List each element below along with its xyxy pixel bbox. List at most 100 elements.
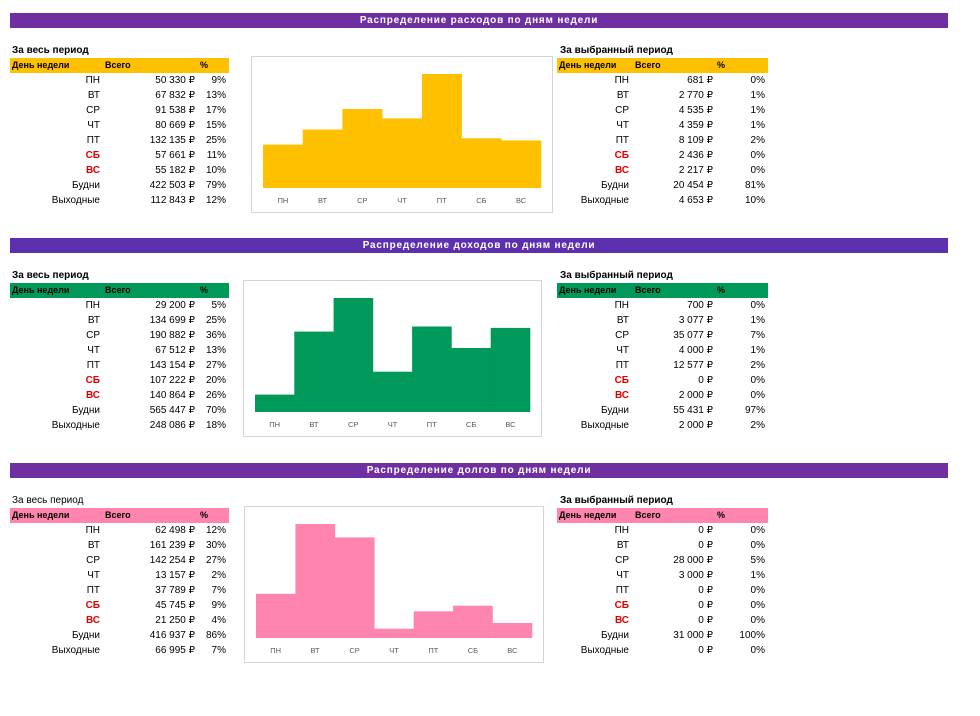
row-day: ПТ: [615, 585, 629, 596]
row-total: 91 538 ₽: [155, 105, 195, 116]
row-pct: 100%: [739, 630, 765, 641]
row-pct: 2%: [750, 360, 765, 371]
table-row: ПН 681 ₽ 0%: [557, 73, 768, 88]
row-pct: 1%: [750, 120, 765, 131]
row-total: 31 000 ₽: [673, 630, 713, 641]
header-day: День недели: [12, 60, 70, 70]
row-total: 107 222 ₽: [149, 375, 195, 386]
expense-selected-table: ПН 681 ₽ 0% ВТ 2 770 ₽ 1% СР 4 535 ₽ 1% ЧТ 4 359 ₽…: [557, 73, 768, 208]
header-total: Всего: [635, 60, 661, 70]
row-total: 57 661 ₽: [155, 150, 195, 161]
row-day: Выходные: [580, 645, 629, 656]
row-total: 2 000 ₽: [678, 420, 713, 431]
header-day: День недели: [12, 285, 70, 295]
bar-2: [342, 109, 383, 188]
row-total: 3 077 ₽: [678, 315, 713, 326]
row-pct: 5%: [750, 555, 765, 566]
row-total: 62 498 ₽: [155, 525, 195, 536]
table-row: Будни 416 937 ₽ 86%: [10, 628, 229, 643]
x-tick-label: ВТ: [318, 196, 328, 205]
bar-6: [492, 623, 533, 638]
table-row: СБ 57 661 ₽ 11%: [10, 148, 229, 163]
table-row: Выходные 112 843 ₽ 12%: [10, 193, 229, 208]
row-day: СБ: [614, 150, 629, 161]
table-row: ВС 0 ₽ 0%: [557, 613, 768, 628]
row-total: 28 000 ₽: [673, 555, 713, 566]
row-day: СБ: [85, 600, 100, 611]
row-total: 0 ₽: [698, 645, 713, 656]
row-day: Будни: [72, 180, 100, 191]
row-pct: 0%: [750, 390, 765, 401]
row-day: СР: [86, 330, 100, 341]
row-pct: 15%: [205, 120, 226, 131]
x-tick-label: ЧТ: [397, 196, 407, 205]
table-row: ПН 50 330 ₽ 9%: [10, 73, 229, 88]
row-day: СР: [86, 105, 100, 116]
row-total: 20 454 ₽: [673, 180, 713, 191]
table-row: ЧТ 13 157 ₽ 2%: [10, 568, 229, 583]
row-pct: 26%: [205, 390, 226, 401]
bar-3: [372, 371, 413, 412]
row-pct: 18%: [205, 420, 226, 431]
row-day: СР: [86, 555, 100, 566]
row-total: 80 669 ₽: [155, 120, 195, 131]
row-day: ПТ: [615, 360, 629, 371]
row-pct: 13%: [205, 90, 226, 101]
bar-1: [295, 524, 336, 638]
row-day: СР: [615, 555, 629, 566]
row-pct: 1%: [750, 315, 765, 326]
row-day: Будни: [601, 180, 629, 191]
x-tick-label: ПН: [270, 646, 281, 655]
row-pct: 0%: [750, 375, 765, 386]
row-total: 4 535 ₽: [678, 105, 713, 116]
table-row: СР 142 254 ₽ 27%: [10, 553, 229, 568]
row-total: 142 254 ₽: [149, 555, 195, 566]
bar-2: [334, 537, 375, 638]
row-day: СР: [615, 105, 629, 116]
income-section-banner: Распределение доходов по дням недели: [10, 238, 948, 253]
header-pct: %: [717, 60, 726, 70]
table-row: ВТ 134 699 ₽ 25%: [10, 313, 229, 328]
row-pct: 0%: [750, 165, 765, 176]
table-row: ПТ 37 789 ₽ 7%: [10, 583, 229, 598]
row-pct: 10%: [744, 195, 765, 206]
table-row: СР 28 000 ₽ 5%: [557, 553, 768, 568]
table-row: ПТ 8 109 ₽ 2%: [557, 133, 768, 148]
x-tick-label: СБ: [466, 420, 476, 429]
table-row: ПН 700 ₽ 0%: [557, 298, 768, 313]
table-row: ВС 140 864 ₽ 26%: [10, 388, 229, 403]
table-row: Выходные 66 995 ₽ 7%: [10, 643, 229, 658]
row-day: ЧТ: [87, 120, 100, 131]
header-total: Всего: [635, 510, 661, 520]
row-day: СБ: [614, 600, 629, 611]
income-selected-table-header: День недели Всего %: [557, 283, 768, 298]
row-total: 681 ₽: [687, 75, 713, 86]
row-total: 0 ₽: [698, 525, 713, 536]
row-total: 134 699 ₽: [149, 315, 195, 326]
table-row: СБ 107 222 ₽ 20%: [10, 373, 229, 388]
row-total: 2 000 ₽: [678, 390, 713, 401]
row-pct: 1%: [750, 90, 765, 101]
header-total: Всего: [105, 285, 131, 295]
debt-selected-period-label: За выбранный период: [560, 495, 673, 506]
row-pct: 0%: [750, 615, 765, 626]
x-tick-label: ПН: [277, 196, 288, 205]
expense-chart: ПН ВТ СР ЧТ ПТ СБ ВС: [251, 56, 553, 213]
row-day: ЧТ: [87, 570, 100, 581]
row-total: 12 577 ₽: [673, 360, 713, 371]
table-row: Будни 31 000 ₽ 100%: [557, 628, 768, 643]
row-day: ВС: [614, 390, 629, 401]
bar-6: [490, 327, 531, 412]
table-row: ВТ 2 770 ₽ 1%: [557, 88, 768, 103]
x-tick-label: СБ: [468, 646, 478, 655]
row-total: 0 ₽: [698, 600, 713, 611]
header-pct: %: [200, 285, 209, 295]
table-row: Выходные 4 653 ₽ 10%: [557, 193, 768, 208]
row-day: ПТ: [86, 585, 100, 596]
row-day: СР: [615, 330, 629, 341]
row-day: ПТ: [86, 360, 100, 371]
row-pct: 79%: [205, 180, 226, 191]
table-row: ПН 0 ₽ 0%: [557, 523, 768, 538]
bar-0: [256, 593, 296, 638]
row-pct: 1%: [750, 345, 765, 356]
